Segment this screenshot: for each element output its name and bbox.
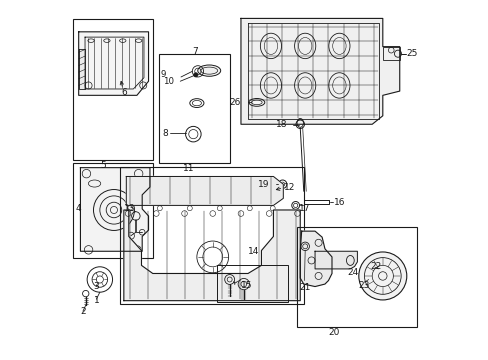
- Text: 17: 17: [299, 204, 310, 213]
- Polygon shape: [126, 176, 283, 206]
- Polygon shape: [79, 49, 85, 89]
- Text: 5: 5: [101, 161, 106, 170]
- Circle shape: [358, 252, 406, 300]
- Text: 19: 19: [257, 180, 269, 189]
- Polygon shape: [241, 18, 399, 124]
- Text: 15: 15: [241, 281, 252, 290]
- Text: 18: 18: [276, 120, 287, 129]
- Text: 10: 10: [163, 77, 174, 86]
- Text: 23: 23: [357, 282, 369, 290]
- Bar: [73, 19, 153, 159]
- Text: 13: 13: [123, 204, 135, 213]
- Text: 22: 22: [370, 262, 381, 271]
- Polygon shape: [123, 210, 300, 301]
- Circle shape: [193, 73, 198, 77]
- Text: 1: 1: [93, 296, 99, 305]
- Text: 20: 20: [328, 328, 339, 337]
- Text: 3: 3: [93, 282, 99, 291]
- Text: 12: 12: [284, 183, 295, 192]
- Bar: [217, 265, 287, 302]
- Bar: [382, 47, 399, 60]
- Bar: [73, 163, 153, 258]
- Polygon shape: [79, 32, 148, 95]
- Bar: [159, 54, 229, 163]
- Text: 14: 14: [247, 247, 259, 256]
- Ellipse shape: [197, 65, 220, 76]
- Text: 4: 4: [75, 204, 81, 213]
- Bar: [296, 226, 416, 328]
- Polygon shape: [81, 168, 150, 251]
- Text: 2: 2: [81, 307, 86, 316]
- Text: 24: 24: [347, 268, 358, 277]
- Polygon shape: [300, 231, 331, 287]
- Text: 26: 26: [228, 98, 240, 107]
- Text: 25: 25: [406, 49, 417, 58]
- Text: 8: 8: [163, 129, 168, 138]
- Text: 16: 16: [333, 198, 345, 207]
- Text: 6: 6: [121, 88, 126, 97]
- Ellipse shape: [248, 99, 264, 106]
- Text: 11: 11: [183, 164, 194, 173]
- Text: 9: 9: [160, 70, 165, 79]
- Text: 21: 21: [299, 283, 310, 292]
- Polygon shape: [314, 251, 357, 269]
- Bar: [120, 167, 303, 304]
- Text: 7: 7: [192, 47, 198, 56]
